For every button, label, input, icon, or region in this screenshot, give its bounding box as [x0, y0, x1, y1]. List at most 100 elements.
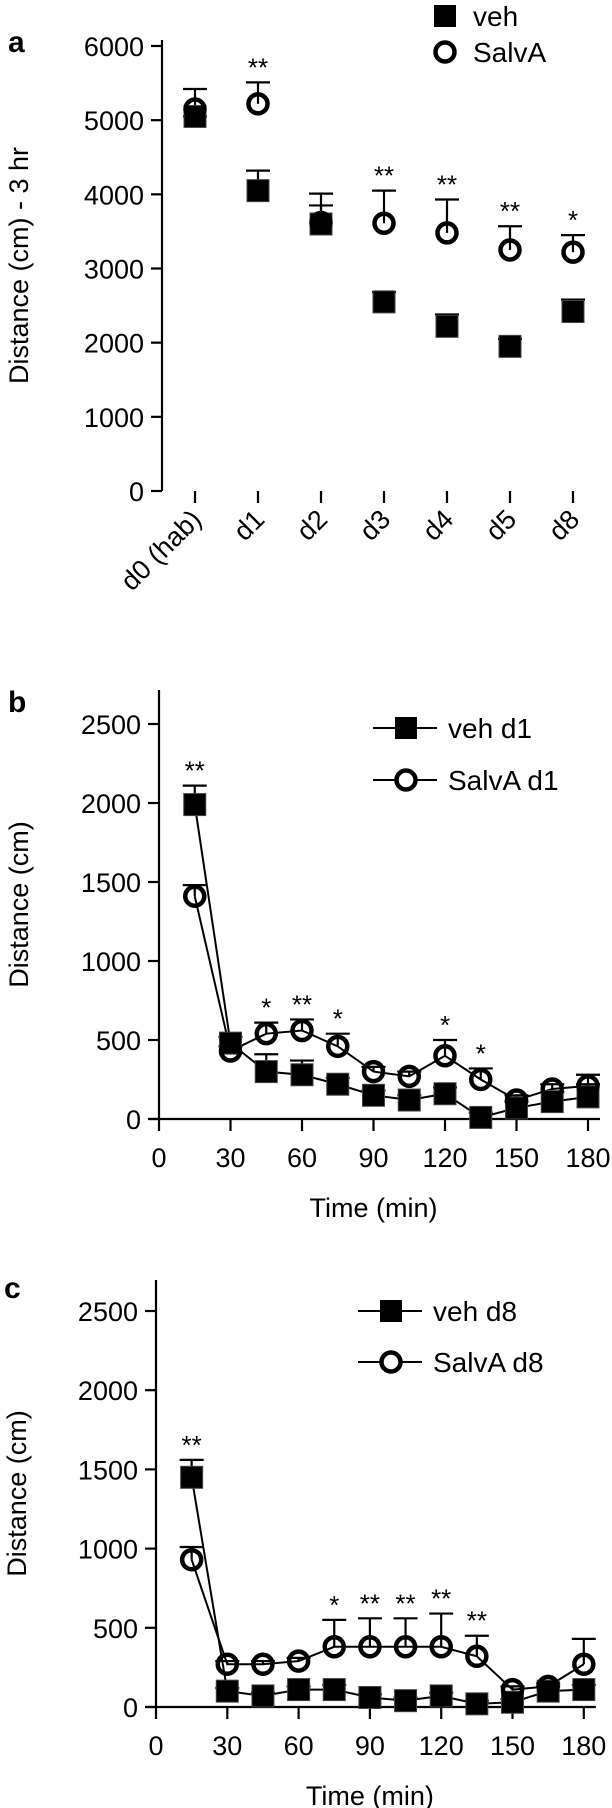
y-axis-label: Distance (cm) [2, 1410, 32, 1577]
y-tick-label: 1000 [84, 403, 144, 433]
data-point-veh [254, 1060, 278, 1084]
significance-marker: ** [185, 756, 205, 786]
y-tick-label: 1000 [78, 1535, 138, 1565]
data-point-veh [372, 290, 396, 314]
y-tick-label: 500 [96, 1026, 141, 1056]
significance-marker: ** [374, 161, 394, 191]
data-point-veh [251, 1684, 275, 1708]
data-point-veh [469, 1105, 493, 1129]
data-point-salva [358, 1635, 382, 1659]
significance-marker: * [476, 1038, 486, 1068]
y-tick-label: 500 [93, 1614, 138, 1644]
y-tick-label: 2500 [78, 1297, 138, 1327]
legend-label: veh d8 [433, 1296, 517, 1327]
panel-letter: b [8, 686, 26, 719]
x-tick-label: 60 [284, 1731, 314, 1761]
data-point-salva [572, 1652, 596, 1676]
data-point-veh [362, 1083, 385, 1107]
data-point-salva [540, 1077, 564, 1101]
panel-letter: a [8, 26, 25, 59]
x-tick-label: 30 [215, 1143, 245, 1173]
data-point-salva [286, 1649, 311, 1673]
data-point-salva [326, 1034, 350, 1059]
data-point-salva [500, 1677, 525, 1702]
data-point-veh [572, 1678, 596, 1702]
data-point-salva [465, 1644, 489, 1669]
x-axis-label: Time (min) [306, 1781, 434, 1808]
data-point-salva [290, 1018, 314, 1043]
legend-label: SalvA d8 [433, 1347, 544, 1378]
data-point-salva [183, 884, 207, 908]
x-tick-label: d8 [543, 504, 585, 546]
data-point-salva [561, 240, 585, 264]
legend-label: SalvA [473, 37, 546, 68]
significance-marker: ** [395, 1588, 415, 1618]
data-point-veh [397, 1088, 421, 1112]
x-tick-label: 0 [148, 1731, 163, 1761]
data-point-salva [435, 221, 459, 245]
y-tick-label: 6000 [84, 32, 144, 62]
x-tick-label: 150 [490, 1731, 535, 1761]
significance-marker: ** [431, 1584, 451, 1614]
y-tick-label: 5000 [84, 106, 144, 136]
y-tick-label: 2000 [81, 789, 141, 819]
legend-label: veh [473, 1, 518, 32]
legend-label: SalvA d1 [448, 765, 559, 796]
y-tick-label: 0 [129, 477, 144, 507]
data-point-veh [498, 334, 522, 358]
x-tick-label: 0 [151, 1143, 166, 1173]
data-point-salva [397, 1064, 421, 1089]
y-tick-label: 1000 [81, 947, 141, 977]
y-tick-label: 2500 [81, 710, 141, 740]
y-tick-label: 1500 [81, 868, 141, 898]
y-axis-label: Distance (cm) - 3 hr [4, 147, 34, 384]
legend-marker-square [434, 5, 456, 27]
x-tick-label: 90 [358, 1143, 388, 1173]
series-line-salva [190, 1559, 585, 1691]
x-tick-label: 120 [422, 1143, 467, 1173]
y-tick-label: 3000 [84, 255, 144, 285]
panel-a: a 0 1000 2000 3000 4000 5000 6000 Distance (cm) … [4, 1, 585, 596]
y-tick-label: 4000 [84, 180, 144, 210]
data-point-veh [180, 1465, 204, 1489]
data-point-veh [429, 1684, 453, 1708]
series-line-salva [193, 895, 589, 1102]
data-point-veh [246, 179, 270, 203]
legend-marker-circle [394, 768, 418, 792]
significance-marker: ** [248, 52, 268, 82]
panel-c: c 0 500 1000 1500 2000 2500 Distance (cm) 0 30 60 9… [2, 1272, 606, 1808]
data-point-salva [246, 92, 270, 116]
panel-letter: c [4, 1272, 21, 1305]
panel-b: b 0 500 1000 1500 2000 2500 Distance (cm) 0 30 60 9… [4, 686, 611, 1223]
significance-marker: * [329, 1590, 339, 1620]
data-point-salva [429, 1635, 453, 1659]
data-point-veh [215, 1679, 239, 1703]
data-point-veh [561, 300, 585, 324]
x-tick-label: d0 (hab) [115, 504, 207, 596]
data-point-salva [393, 1635, 418, 1659]
data-point-veh [290, 1063, 314, 1087]
legend-marker-circle [379, 1350, 403, 1374]
y-tick-label: 1500 [78, 1455, 138, 1485]
data-point-salva [433, 1044, 457, 1068]
data-point-veh [435, 314, 459, 338]
x-tick-label: 60 [287, 1143, 317, 1173]
x-tick-label: d3 [354, 504, 396, 546]
x-tick-label: 150 [494, 1143, 539, 1173]
data-point-salva [309, 210, 333, 235]
data-point-salva [498, 238, 522, 262]
y-tick-label: 0 [123, 1693, 138, 1723]
x-tick-label: d4 [417, 504, 459, 546]
data-point-veh [322, 1678, 346, 1702]
significance-marker: ** [360, 1588, 380, 1618]
data-point-salva [179, 1547, 204, 1572]
series-line-veh [190, 1477, 584, 1705]
data-point-salva [361, 1059, 386, 1084]
data-point-salva [504, 1088, 529, 1112]
series-line-veh [193, 804, 589, 1119]
x-tick-label: d2 [291, 504, 333, 546]
data-point-veh [465, 1692, 489, 1716]
x-tick-label: 90 [355, 1731, 385, 1761]
y-axis-label: Distance (cm) [4, 821, 34, 988]
